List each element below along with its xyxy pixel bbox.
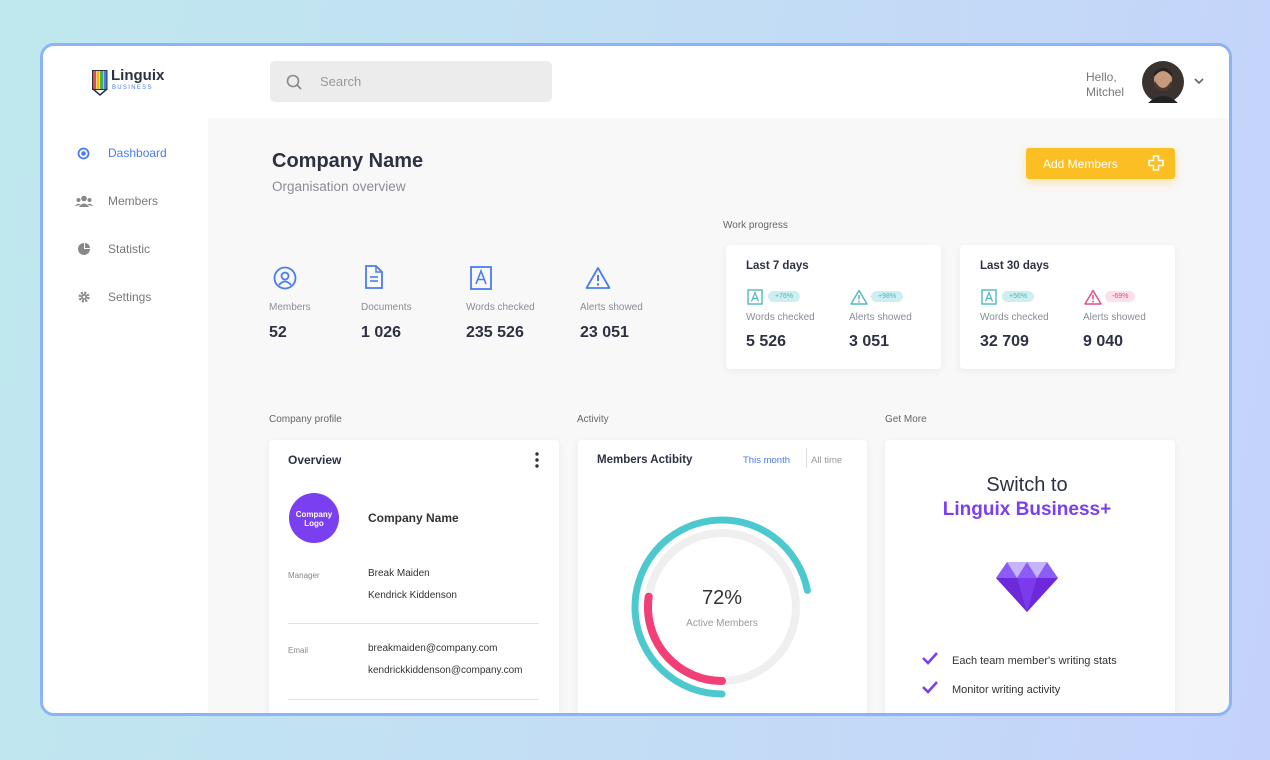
metric-value: 5 526 bbox=[746, 333, 787, 350]
check-icon bbox=[922, 652, 938, 665]
add-members-button[interactable] bbox=[1026, 148, 1175, 179]
field-label: Manager bbox=[288, 571, 320, 580]
tab[interactable]: This month bbox=[743, 455, 790, 466]
feature: Monitor writing activity bbox=[952, 684, 1061, 696]
more-menu[interactable] bbox=[534, 451, 540, 469]
gem bbox=[996, 562, 1058, 612]
nav-item[interactable]: Statistic bbox=[108, 242, 151, 256]
company-name: Company Name bbox=[368, 511, 459, 525]
app-window: Linguix BUSINESS Search Hello, Mitchel D… bbox=[40, 43, 1232, 716]
brand-sub: BUSINESS bbox=[112, 85, 153, 91]
stat-value: 23 051 bbox=[580, 324, 629, 341]
email: breakmaiden@company.com bbox=[368, 643, 498, 654]
search-placeholder: Search bbox=[320, 74, 362, 89]
alert-icon bbox=[1084, 289, 1102, 310]
overview-card: Overview Company Logo Company Name Manag… bbox=[269, 440, 559, 713]
percent: 72% bbox=[701, 587, 743, 609]
section-label: Company profile bbox=[269, 414, 342, 425]
nav-icon-statistic bbox=[78, 243, 90, 255]
feature: Each team member's writing stats bbox=[952, 655, 1117, 667]
change-badge: -69% bbox=[1105, 291, 1136, 302]
add-members-label: Add Members bbox=[1043, 157, 1118, 171]
metric-value: 32 709 bbox=[980, 333, 1029, 350]
divider bbox=[288, 623, 539, 624]
metric-label: Alerts showed bbox=[1083, 312, 1146, 323]
nav-item[interactable]: Settings bbox=[108, 290, 152, 304]
stat-label: Documents bbox=[361, 302, 412, 313]
stat-label: Alerts showed bbox=[580, 302, 643, 313]
caption: Active Members bbox=[686, 618, 758, 629]
stat-label: Members bbox=[269, 302, 311, 313]
add-icon bbox=[1148, 155, 1164, 171]
stat-value: 52 bbox=[269, 324, 287, 341]
avatar[interactable] bbox=[1142, 61, 1184, 103]
nav-item[interactable]: Members bbox=[108, 194, 159, 208]
search-box[interactable] bbox=[270, 61, 552, 102]
get-more-card: Switch to Linguix Business+ Each team me… bbox=[885, 440, 1175, 713]
tab-separator bbox=[806, 448, 807, 468]
words-icon bbox=[747, 289, 763, 310]
words-icon bbox=[470, 266, 492, 290]
nav-icon-settings bbox=[78, 291, 90, 303]
user-menu-chevron[interactable] bbox=[1193, 77, 1205, 85]
progress-card: Last 7 days +76% Words checked 5 526 +98% Ale… bbox=[726, 245, 941, 369]
stat-value: 1 026 bbox=[361, 324, 402, 341]
period: Last 7 days bbox=[746, 260, 809, 272]
logo-icon bbox=[92, 70, 108, 96]
section-label: Work progress bbox=[723, 220, 788, 231]
sidebar bbox=[43, 118, 208, 713]
brand: Linguix bbox=[111, 67, 165, 84]
stat-label: Words checked bbox=[466, 302, 535, 313]
greeting: Hello, bbox=[1086, 70, 1117, 84]
metric-label: Words checked bbox=[980, 312, 1049, 323]
metric-value: 9 040 bbox=[1083, 333, 1124, 350]
headline: Switch to bbox=[986, 474, 1068, 496]
words-icon bbox=[981, 289, 997, 310]
alerts-icon bbox=[585, 267, 611, 289]
check-icon bbox=[922, 681, 938, 694]
nav-item[interactable]: Dashboard bbox=[108, 146, 167, 160]
section-label: Get More bbox=[885, 414, 927, 425]
change-badge: +76% bbox=[768, 291, 801, 302]
user-name: Mitchel bbox=[1086, 85, 1125, 99]
change-badge: +98% bbox=[871, 291, 904, 302]
donut bbox=[631, 516, 811, 698]
activity-card: Members Actibity This month All time 72%… bbox=[578, 440, 867, 713]
company-logo bbox=[289, 493, 339, 543]
tab[interactable]: All time bbox=[811, 455, 843, 466]
card-title: Overview bbox=[288, 453, 342, 467]
email: kendrickkiddenson@company.com bbox=[368, 665, 523, 676]
divider bbox=[288, 699, 539, 700]
metric-value: 3 051 bbox=[849, 333, 890, 350]
metric-label: Alerts showed bbox=[849, 312, 912, 323]
field-label: Email bbox=[288, 646, 309, 655]
manager: Break Maiden bbox=[368, 568, 430, 579]
nav-icon-members bbox=[75, 195, 93, 207]
page-title: Company Name bbox=[272, 150, 424, 172]
members-icon bbox=[273, 266, 297, 290]
nav-icon-dashboard bbox=[77, 147, 90, 160]
period: Last 30 days bbox=[980, 260, 1050, 272]
section-label: Activity bbox=[577, 414, 609, 425]
metric-label: Words checked bbox=[746, 312, 815, 323]
company-logo-text: Company Logo bbox=[295, 510, 333, 528]
progress-card: Last 30 days +56% Words checked 32 709 -69% A… bbox=[960, 245, 1175, 369]
product: Linguix Business+ bbox=[942, 499, 1112, 520]
change-badge: +56% bbox=[1002, 291, 1035, 302]
documents-icon bbox=[365, 265, 383, 289]
alert-icon bbox=[850, 289, 868, 310]
manager: Kendrick Kiddenson bbox=[368, 590, 457, 601]
page-subtitle: Organisation overview bbox=[272, 179, 406, 194]
card-title: Members Actibity bbox=[597, 454, 693, 466]
search-icon bbox=[286, 74, 302, 90]
stat-value: 235 526 bbox=[466, 324, 524, 341]
header bbox=[43, 46, 1229, 118]
